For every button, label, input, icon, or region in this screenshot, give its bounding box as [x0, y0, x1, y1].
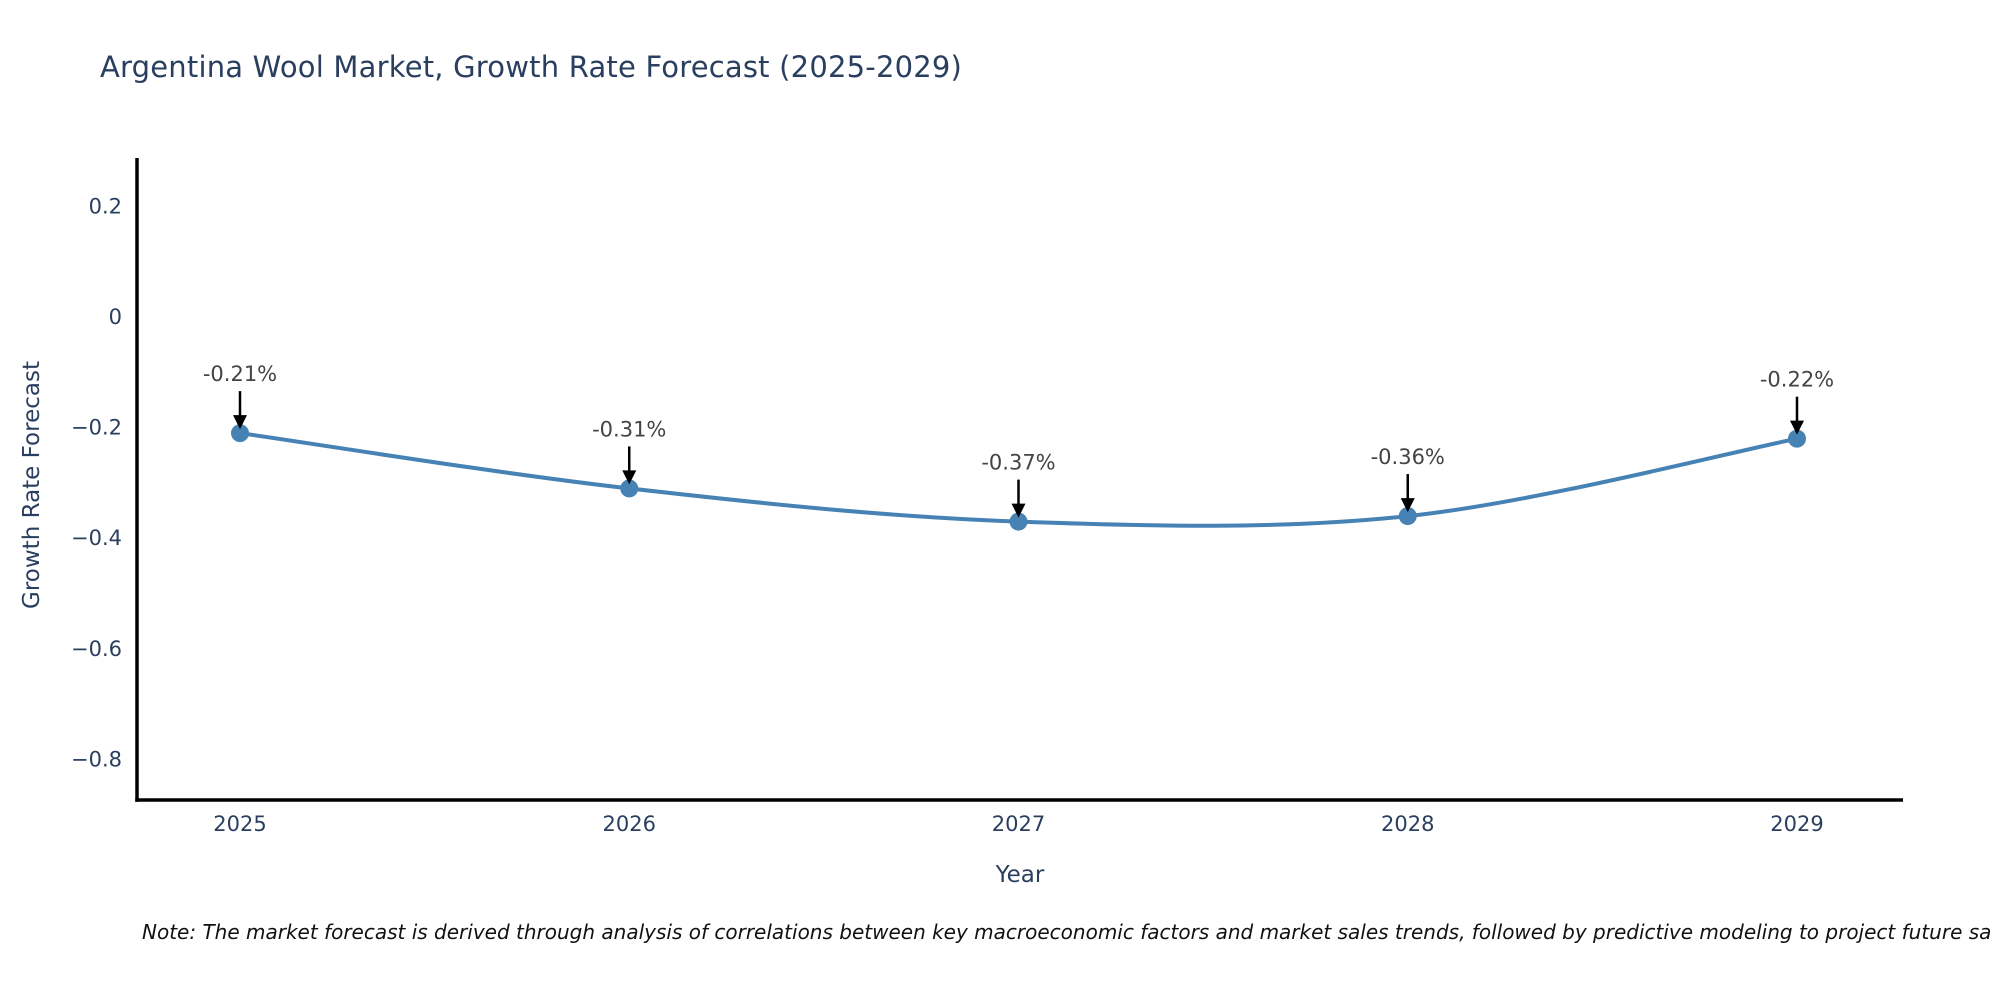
annotation-arrowhead	[233, 415, 247, 430]
y-tick-label: 0	[109, 305, 122, 329]
annotation-arrowhead	[1400, 498, 1415, 513]
x-tick-label: 2029	[1770, 812, 1823, 836]
x-tick-label: 2025	[213, 812, 266, 836]
y-tick-label: −0.2	[71, 416, 122, 440]
annotation-label: -0.37%	[981, 451, 1055, 475]
data-point-marker	[1009, 512, 1028, 531]
data-point-marker	[620, 479, 639, 498]
x-axis-title: Year	[995, 862, 1045, 888]
annotation-arrowhead	[622, 470, 637, 485]
data-point-marker	[1398, 507, 1417, 526]
x-tick-label: 2027	[992, 812, 1045, 836]
y-tick-label: −0.6	[71, 637, 122, 661]
x-tick-label: 2026	[603, 812, 656, 836]
annotation-label: -0.36%	[1371, 445, 1445, 469]
footnote: Note: The market forecast is derived thr…	[142, 920, 1992, 944]
data-point-marker	[231, 424, 249, 443]
annotation-label: -0.22%	[1760, 368, 1834, 392]
annotation-arrowhead	[1790, 420, 1804, 435]
y-tick-label: −0.4	[71, 526, 122, 550]
y-tick-label: 0.2	[89, 194, 122, 218]
chart-title: Argentina Wool Market, Growth Rate Forec…	[100, 50, 963, 84]
annotation-label: -0.31%	[592, 417, 666, 441]
annotation-label: -0.21%	[203, 362, 277, 386]
data-point-marker	[1788, 429, 1806, 448]
y-tick-label: −0.8	[71, 747, 122, 771]
x-tick-label: 2028	[1381, 812, 1434, 836]
annotation-arrowhead	[1011, 503, 1026, 518]
